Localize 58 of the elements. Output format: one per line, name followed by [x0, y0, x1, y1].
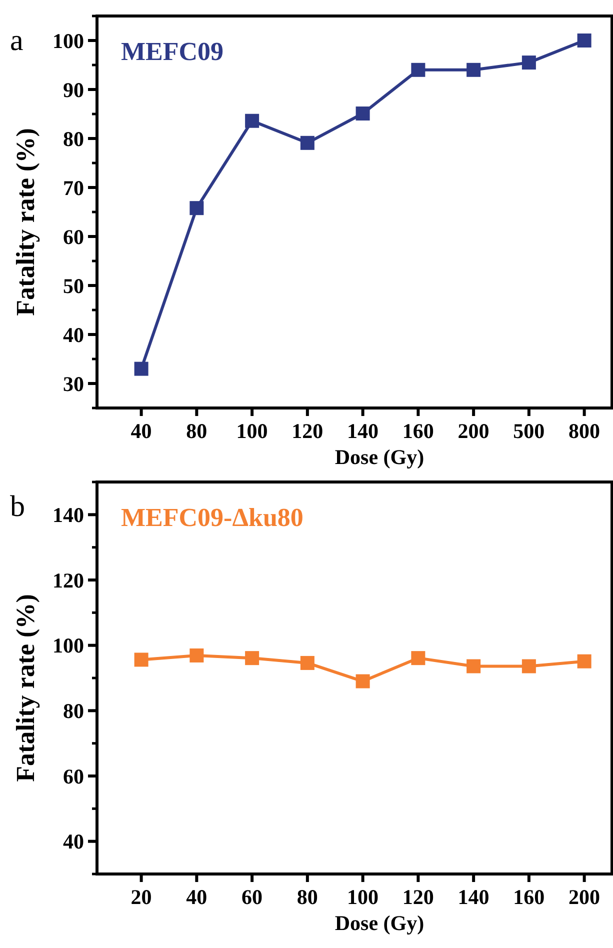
x-tick-label: 800 [568, 419, 600, 443]
point [522, 659, 536, 674]
y-tick-label: 60 [63, 224, 84, 249]
point [190, 648, 204, 662]
x-tick-label: 120 [292, 419, 324, 443]
point [466, 659, 481, 674]
point [190, 201, 204, 216]
x-tick-label: 500 [513, 419, 545, 443]
y-tick-label: 40 [63, 322, 84, 347]
x-tick-label: 20 [130, 885, 152, 909]
point [134, 652, 148, 667]
y-tick-label: 40 [63, 830, 84, 854]
point [245, 651, 260, 666]
x-tick-label: 120 [402, 885, 434, 909]
y-tick-label: 100 [52, 634, 84, 658]
text: MEFC09-Δku80 [121, 503, 304, 532]
x-axis-title: Dose (Gy) [334, 911, 424, 935]
x-tick-label: 160 [402, 419, 434, 443]
y-tick-label: 140 [52, 503, 84, 528]
x-tick-label: 80 [296, 885, 318, 909]
x-tick-label: 40 [130, 419, 152, 443]
x-tick-label: 60 [242, 885, 263, 909]
y-tick-label: 50 [63, 274, 84, 298]
x-tick-label: 140 [347, 419, 379, 443]
point [411, 651, 426, 666]
y-tick-label: 80 [63, 126, 84, 151]
y-tick-label: 100 [52, 28, 84, 53]
y-tick-label: 120 [52, 568, 84, 592]
point [356, 674, 370, 688]
text: a [10, 24, 24, 57]
y-tick-label: 70 [63, 176, 84, 200]
x-tick-label: 40 [186, 885, 208, 909]
point [300, 656, 314, 670]
point [300, 136, 314, 150]
x-tick-label: 200 [568, 885, 600, 909]
x-tick-label: 140 [458, 885, 490, 909]
y-axis-title: Fatality rate (%) [11, 128, 40, 316]
point [522, 56, 536, 70]
point [577, 654, 592, 668]
x-tick-label: 100 [236, 419, 268, 443]
point [411, 62, 426, 77]
x-tick-label: 160 [513, 885, 545, 909]
x-tick-label: 100 [347, 885, 379, 909]
y-tick-label: 80 [63, 699, 84, 724]
y-tick-label: 60 [63, 764, 84, 788]
point [245, 114, 260, 128]
x-tick-label: 80 [186, 419, 208, 443]
y-tick-label: 90 [63, 78, 84, 102]
text: b [10, 490, 25, 523]
point [466, 62, 481, 77]
text: MEFC09 [121, 37, 224, 66]
point [577, 34, 592, 48]
x-tick-label: 200 [458, 419, 490, 443]
point [134, 362, 148, 376]
x-axis-title: Dose (Gy) [334, 445, 424, 469]
y-axis-title: Fatality rate (%) [11, 594, 40, 782]
point [356, 106, 370, 121]
y-tick-label: 30 [63, 372, 84, 396]
